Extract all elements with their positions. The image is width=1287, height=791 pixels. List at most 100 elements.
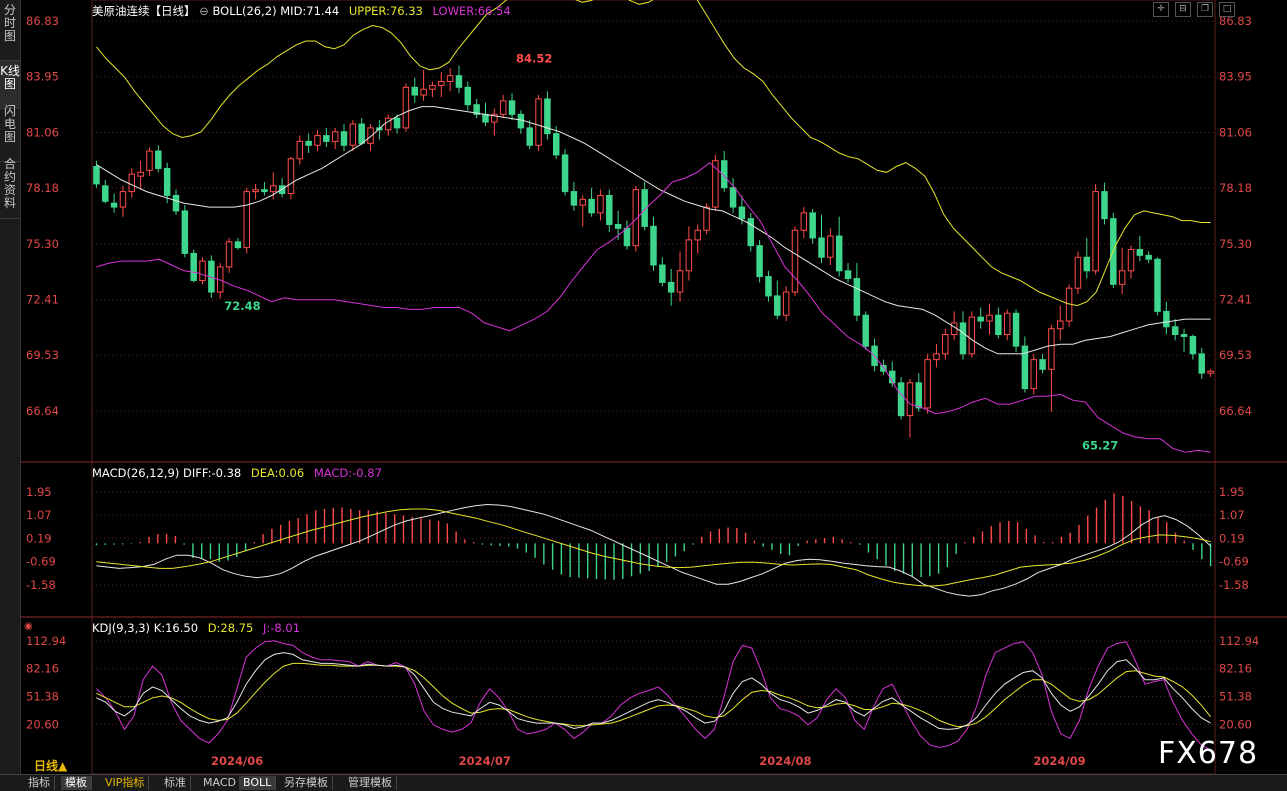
candle-body (623, 227, 631, 247)
candle-body (1163, 310, 1170, 328)
candle-body (1039, 359, 1046, 370)
candle-body (261, 189, 268, 193)
tab-template[interactable]: 模板 (61, 776, 92, 790)
candle-body (597, 194, 604, 214)
tab-flash[interactable]: 闪电图 (0, 101, 20, 162)
macd-value: MACD:-0.87 (313, 466, 382, 480)
y-tick-label-left: 81.06 (26, 126, 59, 140)
candle-body (455, 75, 463, 88)
extreme-price-label: 84.52 (516, 52, 552, 66)
maximize-icon[interactable]: □ (1219, 2, 1235, 17)
candle-body (402, 86, 410, 129)
x-tick-label: 2024/08 (759, 754, 811, 768)
candle-body (791, 229, 799, 293)
boll-label: BOLL(26,2) (212, 4, 277, 18)
candle-body (429, 84, 436, 90)
x-tick-label: 2024/07 (459, 754, 511, 768)
candle-body (1048, 328, 1055, 370)
macd-diff-value: DIFF:-0.38 (183, 466, 242, 480)
y-tick-label-left: 51.38 (26, 690, 59, 704)
y-tick-label-left: 83.95 (26, 70, 59, 84)
candle-body (508, 100, 516, 115)
y-tick-label-left: 1.95 (26, 485, 52, 499)
candle-body (314, 135, 321, 146)
y-tick-label-left: -1.58 (26, 578, 56, 592)
y-tick-label-right: 81.06 (1219, 126, 1252, 140)
candle-body (977, 316, 984, 322)
y-tick-label-left: 86.83 (26, 14, 59, 28)
candle-body (102, 185, 109, 202)
candle-body (1101, 191, 1108, 220)
candle-body (720, 160, 728, 189)
tab-save-template[interactable]: 另存模板 (280, 776, 333, 790)
zoom-icon[interactable]: ⊟ (1175, 2, 1191, 17)
tab-indicators[interactable]: 指标 (24, 776, 55, 790)
macd-dea-line (96, 508, 1211, 587)
y-tick-label-right: 78.18 (1219, 181, 1252, 195)
candle-body (1057, 320, 1064, 330)
candle-body (606, 194, 613, 225)
candle-body (155, 150, 162, 169)
tab-vip-indicators[interactable]: VIP指标 (101, 776, 150, 790)
period-selector[interactable]: 日线▲ (34, 759, 68, 773)
y-tick-label-left: 69.53 (26, 348, 59, 362)
candle-body (632, 189, 640, 247)
candle-body (199, 260, 206, 281)
tab-timeshare[interactable]: 分时图 (0, 0, 20, 61)
y-tick-label-right: -1.58 (1219, 578, 1249, 592)
y-tick-label-left: 75.30 (26, 237, 59, 251)
boll-mid-value: MID:71.44 (280, 4, 340, 18)
tab-boll[interactable]: BOLL (239, 776, 277, 790)
candle-body (243, 191, 250, 249)
y-tick-label-right: 20.60 (1219, 717, 1252, 731)
candle-body (1189, 335, 1197, 355)
candle-body (225, 241, 233, 268)
indicator-settings-icon[interactable]: ◉ (24, 621, 33, 632)
candle-body (588, 198, 595, 214)
crosshair-icon[interactable]: ✛ (1153, 2, 1169, 17)
y-tick-label-right: 66.64 (1219, 404, 1252, 418)
candle-body (986, 314, 993, 322)
candle-body (367, 127, 374, 144)
candle-body (694, 229, 701, 241)
x-tick-label: 2024/09 (1033, 754, 1085, 768)
candle-body (835, 235, 843, 272)
candle-body (1198, 353, 1205, 374)
tab-macd[interactable]: MACD (199, 776, 241, 790)
candle-body (163, 167, 171, 196)
candle-body (561, 154, 569, 193)
y-tick-label-right: 86.83 (1219, 14, 1252, 28)
tab-manage-template[interactable]: 管理模板 (344, 776, 397, 790)
candle-body (544, 98, 551, 135)
boll-upper-value: UPPER:76.33 (348, 4, 423, 18)
candle-body (782, 291, 790, 316)
candle-body (296, 140, 304, 160)
candle-body (1083, 256, 1091, 272)
candle-body (340, 131, 348, 146)
candle-body (906, 382, 914, 417)
kdj-d-line (96, 662, 1211, 728)
candle-body (305, 140, 312, 146)
y-tick-label-left: 66.64 (26, 404, 59, 418)
y-tick-label-right: 51.38 (1219, 690, 1252, 704)
candle-body (473, 104, 480, 115)
macd-diff-line (96, 503, 1211, 597)
tab-kline[interactable]: K线图 (0, 61, 20, 109)
y-tick-label-right: 112.94 (1219, 634, 1259, 648)
restore-icon[interactable]: ❐ (1197, 2, 1213, 17)
candle-body (1127, 249, 1135, 272)
candle-body (464, 86, 472, 106)
candle-body (1145, 254, 1152, 260)
tab-contract-info[interactable]: 合约资料 (0, 154, 20, 219)
candle-body (128, 173, 136, 193)
candle-body (420, 88, 427, 96)
candle-body (933, 353, 940, 361)
candle-body (942, 334, 949, 355)
candle-body (614, 223, 622, 229)
candle-body (685, 239, 693, 272)
tab-standard[interactable]: 标准 (160, 776, 191, 790)
compare-icon[interactable]: ⊖ (199, 4, 209, 18)
kdj-j-line (96, 640, 1211, 751)
x-tick-label: 2024/06 (211, 754, 263, 768)
main-chart-header: 美原油连续【日线】 ⊖ BOLL(26,2) MID:71.44 UPPER:7… (92, 3, 511, 19)
